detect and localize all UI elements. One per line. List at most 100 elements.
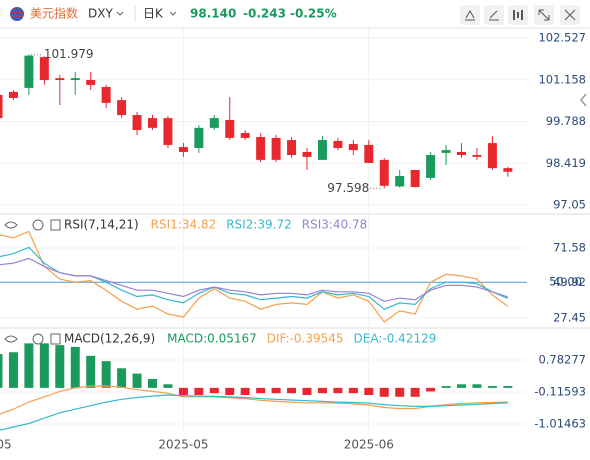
legend-entry: DIF:-0.39545 — [267, 332, 344, 346]
macd-bar — [132, 373, 142, 388]
y-tick-label: 98.419 — [546, 156, 586, 170]
candle-body — [317, 140, 327, 160]
macd-bar — [472, 384, 482, 388]
change-percent: -0.25% — [290, 7, 337, 21]
candle-body — [178, 147, 188, 152]
candle-body — [256, 137, 266, 160]
settings-icon[interactable] — [32, 333, 44, 345]
candle-body — [55, 78, 65, 80]
candle-body — [117, 100, 127, 116]
candle-body — [194, 127, 204, 148]
candle-body — [395, 176, 405, 187]
indicator-title: MACD(12,26,9) — [64, 332, 155, 346]
y-tick-label: -0.11593 — [534, 385, 586, 399]
macd-bar — [271, 387, 281, 394]
y-tick-label: 97.05 — [553, 198, 586, 212]
macd-bar — [86, 355, 96, 388]
macd-bar — [441, 386, 451, 388]
x-tick-label: 2025-05 — [158, 438, 208, 452]
candle-body — [0, 94, 3, 119]
candle-body — [101, 87, 111, 103]
flag-stripes — [11, 11, 23, 17]
y-tick-label: 101.158 — [538, 72, 586, 86]
macd-bar — [24, 343, 34, 388]
candle-body — [8, 91, 18, 98]
grid — [0, 28, 527, 432]
candle-body — [333, 140, 343, 148]
macd-bar — [240, 387, 250, 395]
candle-body — [132, 115, 142, 130]
toolbar — [460, 5, 580, 25]
macd-bar — [426, 387, 436, 392]
y-tick-label: 27.45 — [553, 311, 586, 325]
indicator-icon — [50, 219, 61, 231]
macd-bar — [487, 386, 497, 388]
collapse-arrow[interactable] — [580, 93, 587, 107]
macd-bar — [364, 387, 374, 395]
candle-body — [441, 150, 451, 153]
y-tick-label: 71.58 — [553, 240, 586, 254]
candle-body — [457, 151, 466, 155]
macd-bar — [302, 387, 312, 395]
tool-icon — [465, 9, 475, 21]
candle-body — [503, 168, 513, 172]
y-tick-label: 99.788 — [546, 114, 586, 128]
candle-body — [70, 78, 80, 80]
candle-body — [487, 143, 497, 169]
y-tick-label: -1.01463 — [534, 417, 586, 431]
symbol-code[interactable]: DXY — [88, 7, 113, 21]
macd-bar — [503, 386, 513, 388]
symbol-name[interactable]: 美元指数 — [30, 6, 78, 21]
y-tick-label: 49.92 — [553, 275, 586, 289]
candle-body — [271, 137, 281, 160]
reference-label: 50.00 — [549, 275, 582, 289]
settings-icon[interactable] — [32, 219, 44, 231]
labels: 5-05 2025-05 2025-06 102.527 101.158 99.788 98… — [0, 31, 586, 452]
macd-bar — [225, 387, 235, 395]
y-tick-label: 102.527 — [538, 31, 586, 45]
candle-body — [209, 118, 219, 128]
macd-bar — [117, 368, 127, 388]
legend-entry: MACD:0.05167 — [167, 332, 257, 346]
legend-entry: DEA:-0.42129 — [354, 332, 437, 346]
dropdown-caret[interactable] — [116, 11, 124, 16]
candle-body — [86, 80, 96, 85]
candle-body — [302, 151, 312, 157]
macd-bar — [317, 387, 327, 394]
candle-body — [472, 155, 482, 157]
change: -0.243 — [243, 7, 286, 21]
tool-icon — [489, 10, 499, 21]
macd-bar — [333, 387, 343, 394]
tool-icon — [564, 9, 576, 21]
indicator-line — [0, 385, 508, 415]
tool-button[interactable] — [460, 5, 480, 25]
legend-entry: RSI3:40.78 — [302, 218, 368, 232]
macd-bar — [163, 384, 173, 388]
x-tick-label: 5-05 — [0, 438, 12, 452]
candle-body — [24, 55, 34, 88]
candle-body — [426, 155, 436, 178]
candle-body — [148, 118, 157, 128]
macd-bar — [55, 345, 65, 388]
macd-bar — [348, 387, 358, 394]
tool-icon — [538, 9, 550, 21]
dropdown-caret[interactable] — [169, 11, 177, 16]
min-label: 97.598 — [327, 181, 369, 195]
visibility-icon[interactable] — [4, 335, 18, 343]
macd-bar — [101, 361, 111, 388]
macd-bar — [379, 387, 389, 397]
plot-area — [0, 54, 527, 431]
macd-bar — [39, 343, 49, 388]
period[interactable]: 日K — [143, 7, 164, 21]
candle-body — [240, 133, 250, 138]
tool-button[interactable] — [484, 5, 504, 25]
visibility-icon[interactable] — [4, 221, 18, 229]
macd-bar — [0, 354, 3, 388]
macd-bar — [8, 352, 18, 388]
x-tick-label: 2025-06 — [344, 438, 394, 452]
indicator-title: RSI(7,14,21) — [64, 218, 139, 232]
macd-bar — [148, 378, 157, 388]
